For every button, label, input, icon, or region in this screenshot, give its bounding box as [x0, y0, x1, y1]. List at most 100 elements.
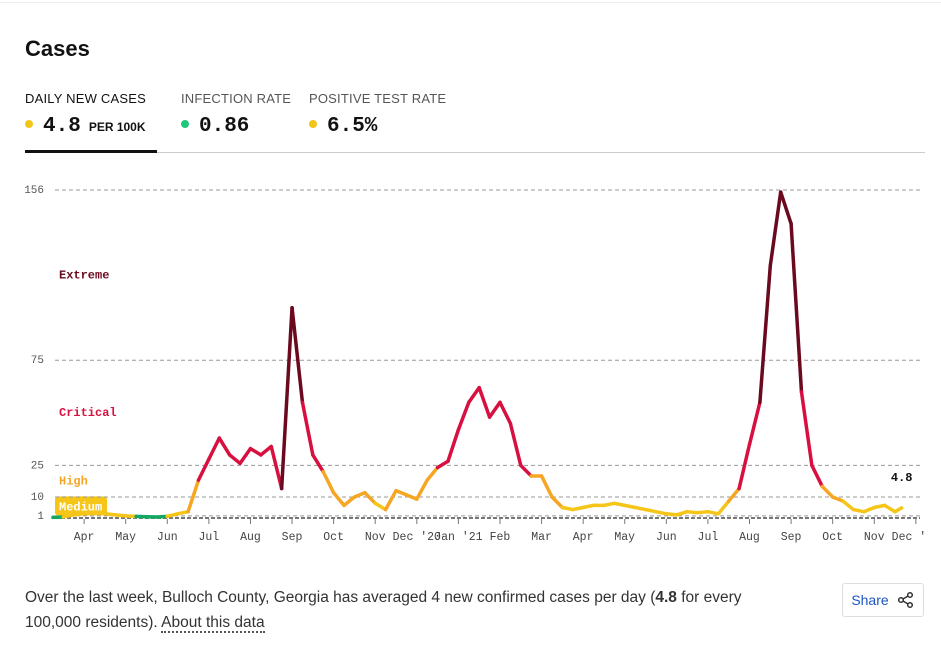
line-segment [269, 444, 284, 491]
x-tick-label: May [115, 531, 136, 544]
chart-body: Medium High Critical Extreme 1 10 25 75 156 Apr Ma… [24, 185, 940, 544]
tab-value: 4.8 [43, 115, 81, 138]
x-tick-label: Aug [240, 531, 261, 544]
line-segment [851, 507, 866, 514]
tab-divider [25, 152, 925, 153]
tab-label: INFECTION RATE [181, 91, 292, 106]
summary-text: Over the last week, Bulloch County, Geor… [25, 589, 656, 606]
y-tick-label: 10 [31, 492, 44, 504]
line-segment [383, 488, 398, 512]
line-segment [165, 512, 180, 519]
line-segment [207, 436, 222, 461]
about-link[interactable]: About this data [161, 614, 265, 633]
tab[interactable]: DAILY NEW CASES 4.8 PER 100K [25, 91, 146, 138]
line-segment [519, 463, 533, 478]
y-tick-label: 1 [37, 511, 44, 523]
line-segment [456, 400, 471, 432]
line-segment [674, 509, 689, 517]
y-tick-label: 156 [24, 185, 44, 197]
active-tab-underline [25, 150, 157, 153]
x-tick-label: Jan '21 [434, 531, 482, 544]
line-segment [342, 495, 357, 508]
x-tick-label: Oct [822, 531, 843, 544]
x-tick-label: Jul [698, 531, 719, 544]
line-segment [186, 478, 201, 514]
share-button[interactable]: Share [842, 583, 924, 617]
line-segment [477, 385, 492, 419]
line-segment [363, 491, 377, 506]
tab-unit: PER 100K [88, 120, 146, 134]
tab-label: DAILY NEW CASES [25, 91, 146, 106]
line-segment [394, 488, 409, 497]
x-tick-label: Jul [199, 531, 220, 544]
x-tick-label: Jun [656, 531, 677, 544]
line-segment [196, 457, 211, 482]
line-segment [862, 505, 877, 514]
x-tick-label: Apr [74, 531, 95, 544]
share-label: Share [851, 592, 889, 608]
line-segment [498, 400, 513, 426]
status-dot [181, 120, 189, 128]
status-dot [25, 120, 33, 128]
line-segment [311, 453, 325, 474]
line-segment [539, 474, 554, 499]
line-segment [830, 495, 845, 503]
line-segment [758, 263, 773, 405]
line-segment [716, 499, 731, 516]
tab-value-row: 4.8 PER 100K [25, 115, 146, 138]
end-label-bg [887, 468, 916, 485]
line-segment [352, 491, 367, 499]
y-tick-label: 75 [31, 355, 44, 367]
line-segment [404, 493, 419, 501]
tab[interactable]: POSITIVE TEST RATE 6.5% [309, 91, 446, 138]
x-tick-label: Nov [365, 531, 386, 544]
line-segment [560, 505, 575, 512]
tab[interactable]: INFECTION RATE 0.86 [181, 91, 291, 138]
line-segment [238, 446, 253, 466]
line-segment [602, 501, 617, 508]
line-segment [706, 509, 721, 516]
x-tick-label: Feb [490, 531, 511, 544]
x-tick-label: Dec '21 [892, 531, 940, 544]
line-segment [321, 469, 336, 495]
line-segment [872, 503, 887, 510]
level-label: Extreme [59, 268, 109, 282]
line-segment [467, 385, 481, 405]
line-segment [654, 509, 669, 516]
line-segment [581, 503, 596, 510]
chart: Medium High Critical Extreme 1 10 25 75 156 Apr Ma… [24, 185, 940, 544]
title: Cases [25, 36, 90, 61]
line-segment [217, 436, 232, 457]
tab-value: 6.5% [327, 115, 378, 138]
line-segment [227, 453, 242, 466]
line-segment [279, 305, 294, 491]
line-segment [290, 305, 305, 405]
tab-value: 0.86 [199, 115, 250, 138]
line-segment [643, 507, 658, 514]
line-segment [841, 499, 856, 512]
line-segment [435, 459, 450, 470]
line-segment [508, 421, 523, 468]
line-segment [622, 503, 637, 510]
line-segment [446, 427, 461, 463]
end-label: 4.8 [891, 471, 913, 485]
line-segment [768, 190, 783, 268]
line-segment [571, 505, 585, 512]
line-segment [633, 505, 648, 512]
line-segment [550, 495, 565, 510]
line-segment [820, 484, 835, 499]
summary-value: 4.8 [655, 589, 677, 606]
line-segment [778, 190, 793, 226]
line-segment [425, 465, 440, 482]
y-tick-label: 25 [31, 460, 44, 472]
level-badge [55, 496, 107, 516]
line-segment [612, 501, 627, 508]
line-segment [893, 506, 904, 514]
level-label: High [59, 474, 88, 488]
tab-label: POSITIVE TEST RATE [309, 91, 447, 106]
x-tick-label: Oct [323, 531, 344, 544]
status-dot [309, 120, 317, 128]
summary: Over the last week, Bulloch County, Geor… [25, 585, 785, 635]
line-segment [810, 463, 825, 489]
